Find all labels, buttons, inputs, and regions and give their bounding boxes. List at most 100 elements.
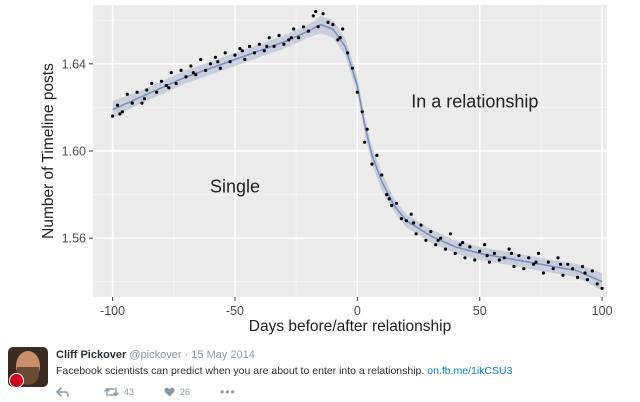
data-point	[314, 9, 318, 14]
data-point	[115, 103, 120, 107]
data-point	[257, 42, 261, 46]
data-point	[580, 264, 585, 269]
data-point	[240, 49, 244, 53]
y-tick-label: 1.56	[62, 232, 86, 246]
retweet-button[interactable]: 43	[104, 387, 134, 397]
tweet-body: Facebook scientists can predict when you…	[56, 365, 425, 377]
annotation-label: In a relationship	[411, 91, 538, 111]
x-tick-label: -50	[226, 304, 244, 318]
data-point	[167, 86, 171, 90]
data-point	[191, 71, 195, 75]
data-point	[419, 223, 423, 227]
data-point	[287, 38, 291, 42]
data-point	[414, 232, 418, 236]
data-point	[365, 127, 369, 131]
data-point	[375, 153, 379, 157]
data-point	[492, 251, 496, 255]
data-point	[265, 44, 269, 49]
like-button[interactable]: 26	[164, 387, 190, 397]
data-point	[517, 254, 521, 258]
data-point	[316, 25, 320, 29]
chart-image: -100 -50 0 50 100 1.56 1.60 1.64 Days before/aft…	[40, 5, 613, 335]
author-name[interactable]: Cliff Pickover	[56, 349, 127, 361]
y-axis-label: Number of Timeline posts	[40, 63, 57, 239]
data-point	[522, 267, 526, 271]
data-point	[448, 232, 452, 236]
tweet-link[interactable]: on.fb.me/1ikCSU3	[427, 365, 513, 377]
data-point	[331, 23, 335, 27]
data-point	[583, 271, 587, 275]
data-point	[336, 38, 340, 42]
data-point	[424, 238, 428, 242]
data-point	[536, 251, 541, 255]
data-point	[252, 51, 257, 55]
tweet-text: Facebook scientists can predict when you…	[56, 365, 512, 377]
data-point	[301, 25, 306, 29]
avatar[interactable]	[8, 347, 48, 387]
data-point	[277, 33, 281, 38]
x-axis-label: Days before/after relationship	[249, 318, 451, 335]
data-point	[248, 44, 252, 49]
data-point	[546, 260, 550, 264]
tweet-date[interactable]: 15 May 2014	[191, 349, 255, 361]
data-point	[238, 47, 242, 51]
data-point	[145, 88, 149, 92]
retweet-icon	[104, 387, 119, 397]
data-point	[194, 73, 198, 77]
data-point	[213, 55, 217, 59]
data-point	[338, 36, 342, 40]
data-point	[485, 254, 489, 258]
data-point	[571, 267, 575, 271]
data-point	[487, 260, 492, 264]
data-point	[228, 60, 232, 64]
data-point	[461, 240, 465, 245]
data-point	[297, 36, 301, 40]
retweet-count: 43	[124, 387, 135, 397]
data-point	[585, 278, 590, 282]
data-point	[140, 101, 144, 105]
data-point	[204, 68, 208, 72]
data-point	[272, 44, 276, 49]
data-point	[370, 162, 374, 166]
data-point	[125, 92, 129, 96]
data-point	[532, 262, 536, 266]
data-point	[199, 57, 203, 62]
data-point	[326, 20, 330, 24]
author-handle[interactable]: @pickover	[129, 349, 182, 361]
x-tick-label: 100	[592, 304, 613, 318]
data-point	[551, 267, 555, 271]
reply-button[interactable]	[56, 387, 74, 397]
data-point	[130, 101, 134, 105]
data-point	[282, 42, 286, 46]
separator-dot: ·	[184, 349, 189, 361]
data-point	[439, 236, 443, 240]
data-point	[534, 260, 538, 264]
data-point	[436, 238, 440, 242]
data-point	[507, 247, 511, 251]
data-point	[267, 36, 271, 40]
y-tick-label: 1.60	[62, 145, 86, 159]
annotation-label: Single	[210, 176, 260, 196]
data-point	[321, 12, 325, 16]
data-point	[363, 140, 367, 144]
data-point	[120, 110, 124, 114]
heart-icon	[164, 387, 175, 397]
data-point	[600, 286, 604, 290]
data-point	[527, 256, 531, 260]
data-point	[179, 68, 183, 72]
data-point	[292, 27, 296, 31]
data-point	[541, 271, 546, 275]
x-tick-label: -100	[100, 304, 125, 318]
data-point	[509, 251, 514, 255]
more-icon: •••	[220, 385, 236, 399]
data-point	[262, 49, 266, 53]
data-point	[341, 27, 345, 31]
data-point	[159, 79, 164, 83]
tweet-actions: 43 26 •••	[56, 385, 266, 399]
data-point	[311, 14, 315, 18]
data-point	[174, 81, 178, 85]
data-point	[434, 243, 438, 247]
data-point	[155, 90, 159, 94]
data-point	[404, 219, 408, 223]
more-button[interactable]: •••	[220, 385, 236, 399]
